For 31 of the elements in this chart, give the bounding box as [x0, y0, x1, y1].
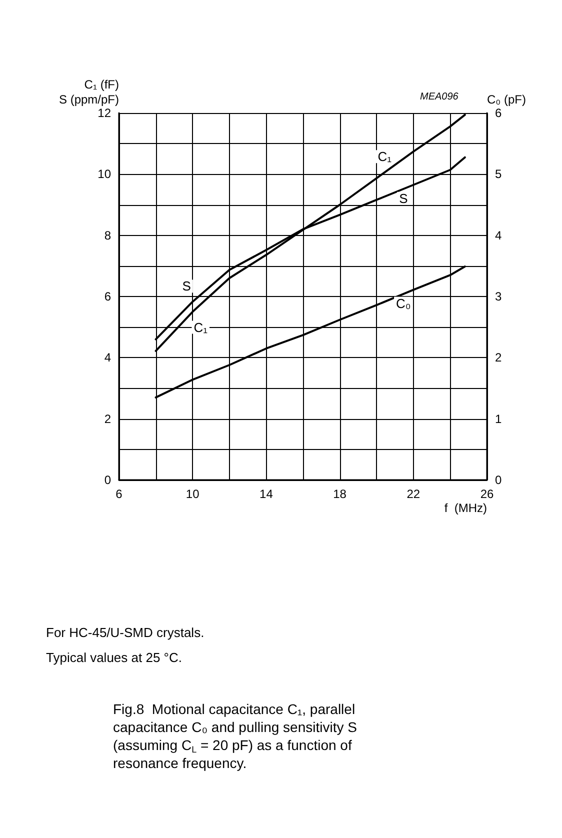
y-tick-label: 8 [104, 228, 112, 242]
x-tick-label: 6 [116, 487, 123, 501]
y2-axis-title: C₀ (pF) [487, 92, 526, 107]
y2-tick-label: 6 [495, 106, 502, 120]
series-label: C₀ [396, 296, 411, 311]
x-tick-label: 10 [186, 487, 200, 501]
y-tick-label: 4 [104, 350, 112, 365]
x-tick-label: 26 [480, 487, 494, 501]
y2-tick-label: 4 [495, 228, 502, 242]
x-axis-title: f (MHz) [444, 501, 488, 515]
y2-tick-label: 1 [495, 412, 502, 426]
y2-tick-label: 0 [495, 473, 502, 487]
text: Typical values at 25 °C. [46, 650, 182, 665]
y-tick-label: 10 [98, 167, 112, 182]
text: C₁ [194, 320, 208, 335]
y-tick-label: 2 [104, 412, 112, 426]
y-tick-label: 0 [104, 473, 112, 487]
y2-tick-label: 5 [495, 167, 502, 182]
y2-tick-label: 3 [495, 290, 502, 304]
text: For HC-45/U-SMD crystals. [46, 625, 204, 640]
x-tick-label: 22 [406, 487, 420, 501]
x-tick-label: 14 [260, 487, 274, 501]
series-label: C₁ [378, 149, 392, 164]
y2-tick-label: 2 [495, 350, 502, 365]
y-tick-label: 12 [98, 106, 112, 120]
text: MEA096 [420, 92, 459, 102]
y-axis-title: C₁ (fF) S (ppm/pF) [58, 78, 119, 107]
text: S [182, 278, 191, 294]
y-tick-label: 6 [104, 290, 112, 304]
x-tick-label: 18 [333, 487, 347, 501]
series-label: S [399, 190, 408, 206]
